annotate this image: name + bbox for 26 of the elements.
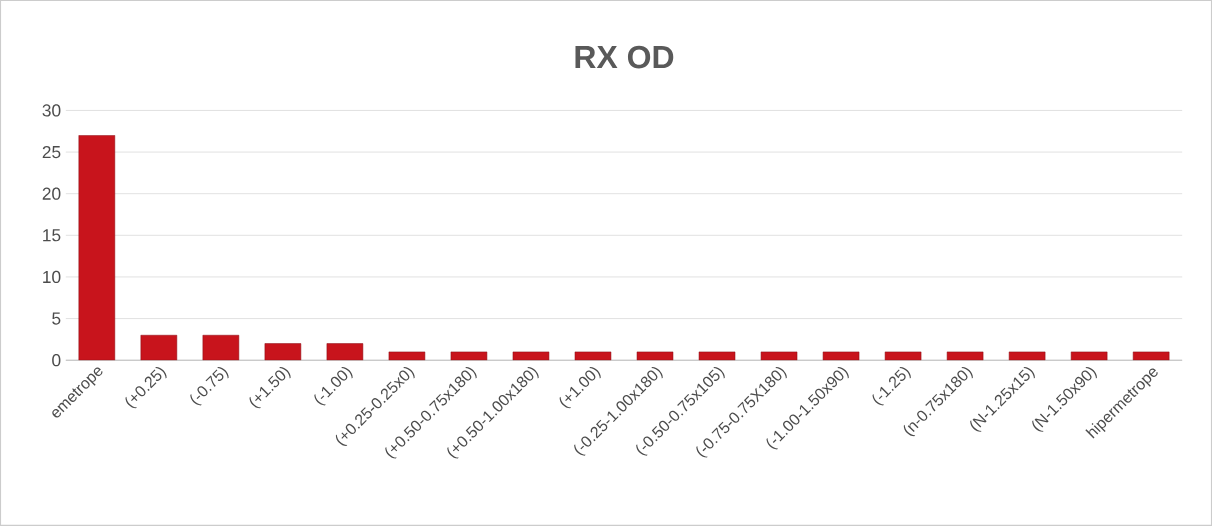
bar <box>636 351 674 361</box>
bar <box>946 351 984 361</box>
bar <box>760 351 798 361</box>
bar <box>822 351 860 361</box>
bar <box>264 343 302 361</box>
bar <box>140 335 178 361</box>
bar <box>450 351 488 361</box>
y-tick-label: 10 <box>43 270 61 284</box>
y-tick-label: 20 <box>42 187 61 200</box>
y-tick-label: 25 <box>42 145 61 159</box>
y-tick-label: 15 <box>43 229 61 242</box>
bar <box>1132 351 1170 361</box>
bar <box>326 343 364 361</box>
bar <box>202 335 240 361</box>
y-tick-label: 0 <box>52 354 61 367</box>
bar <box>512 351 550 361</box>
bar <box>574 351 612 361</box>
bar <box>1008 351 1046 361</box>
chart-title: RX OD <box>575 45 674 69</box>
bar <box>78 135 116 361</box>
bar <box>698 351 736 361</box>
bar <box>1070 351 1108 361</box>
y-tick-label: 30 <box>42 104 61 117</box>
bar <box>884 351 922 361</box>
bar <box>388 351 426 361</box>
y-tick-label: 5 <box>52 312 61 325</box>
